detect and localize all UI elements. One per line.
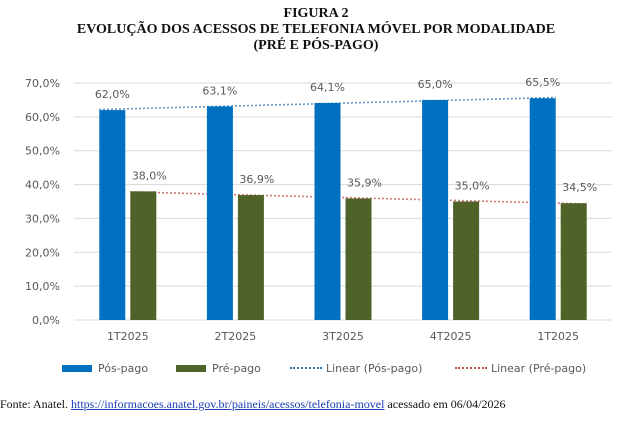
legend-item-linear-pre-pago: Linear (Pré-pago) bbox=[455, 361, 586, 375]
data-label: 35,0% bbox=[455, 180, 490, 193]
data-label: 62,0% bbox=[95, 88, 130, 101]
data-label: 35,9% bbox=[347, 176, 382, 189]
legend-dotted-line-pre bbox=[455, 367, 487, 369]
bar-pos-pago bbox=[99, 110, 126, 320]
figure-title: EVOLUÇÃO DOS ACESSOS DE TELEFONIA MÓVEL … bbox=[76, 22, 556, 37]
data-label: 64,1% bbox=[310, 81, 345, 94]
y-tick-label: 60,0% bbox=[25, 111, 60, 124]
bar-pos-pago bbox=[206, 106, 233, 321]
x-tick-label: 4T2025 bbox=[430, 330, 472, 343]
x-tick-label: 3T2025 bbox=[322, 330, 364, 343]
x-tick-label: 2T2025 bbox=[215, 330, 257, 343]
bars bbox=[99, 98, 587, 321]
data-labels: 62,0% 38,0% 63,1% 36,9% 64,1% 35,9% 65,0% 35,0%… bbox=[95, 76, 597, 194]
legend-label: Linear (Pré-pago) bbox=[491, 361, 587, 375]
legend-label: Linear (Pós-pago) bbox=[326, 361, 423, 375]
y-tick-label: 50,0% bbox=[25, 145, 60, 158]
figure-subtitle: (PRÉ E PÓS-PAGO) bbox=[253, 38, 379, 53]
legend-item-linear-pos-pago: Linear (Pós-pago) bbox=[290, 361, 422, 375]
legend-label: Pré-pago bbox=[212, 361, 261, 375]
bar-pre-pago bbox=[345, 198, 372, 320]
source-link[interactable]: https://informacoes.anatel.gov.br/painei… bbox=[71, 397, 385, 411]
x-tick-label: 1T2025 bbox=[537, 330, 579, 343]
x-tick-label: 1T2025 bbox=[107, 330, 149, 343]
data-label: 63,1% bbox=[202, 84, 237, 97]
y-tick-label: 70,0% bbox=[25, 77, 60, 90]
bar-pre-pago bbox=[130, 191, 157, 320]
source-suffix: acessado em 06/04/2026 bbox=[384, 397, 506, 411]
x-axis-ticks: 1T2025 2T2025 3T2025 4T2025 1T2025 bbox=[107, 330, 579, 343]
y-tick-label: 10,0% bbox=[25, 280, 60, 293]
source-prefix: Fonte: Anatel. bbox=[0, 397, 71, 411]
data-label: 38,0% bbox=[132, 169, 167, 182]
figure-number: FIGURA 2 bbox=[283, 6, 349, 21]
legend-item-pre-pago: Pré-pago bbox=[176, 361, 261, 375]
y-tick-label: 40,0% bbox=[25, 179, 60, 192]
gridlines bbox=[74, 82, 612, 321]
data-label: 65,5% bbox=[525, 76, 560, 89]
y-axis-ticks: 0,0% 10,0% 20,0% 30,0% 40,0% 50,0% 60,0% 70,0% bbox=[25, 77, 60, 327]
legend-item-pos-pago: Pós-pago bbox=[62, 361, 148, 375]
bar-pos-pago bbox=[422, 99, 449, 320]
legend-label: Pós-pago bbox=[98, 361, 149, 375]
bar-pre-pago bbox=[237, 195, 264, 320]
source-note: Fonte: Anatel. https://informacoes.anate… bbox=[0, 397, 505, 412]
y-tick-label: 30,0% bbox=[25, 212, 60, 225]
legend-dotted-line-pos bbox=[290, 367, 322, 369]
y-tick-label: 0,0% bbox=[32, 314, 60, 327]
bar-pos-pago bbox=[314, 102, 341, 321]
bar-pre-pago bbox=[453, 201, 480, 320]
y-tick-label: 20,0% bbox=[25, 246, 60, 259]
data-label: 65,0% bbox=[418, 78, 453, 91]
legend-swatch-pos-pago bbox=[62, 364, 92, 372]
trendline-pre-pago bbox=[130, 191, 587, 205]
bar-pre-pago bbox=[560, 203, 587, 320]
bar-chart: 0,0%10,0%20,0%30,0%40,0%50,0%60,0%70,0% … bbox=[25, 76, 612, 343]
bar-pos-pago bbox=[529, 98, 556, 320]
data-label: 34,5% bbox=[562, 181, 597, 194]
legend-swatch-pre-pago bbox=[176, 364, 206, 372]
data-label: 36,9% bbox=[239, 173, 274, 186]
